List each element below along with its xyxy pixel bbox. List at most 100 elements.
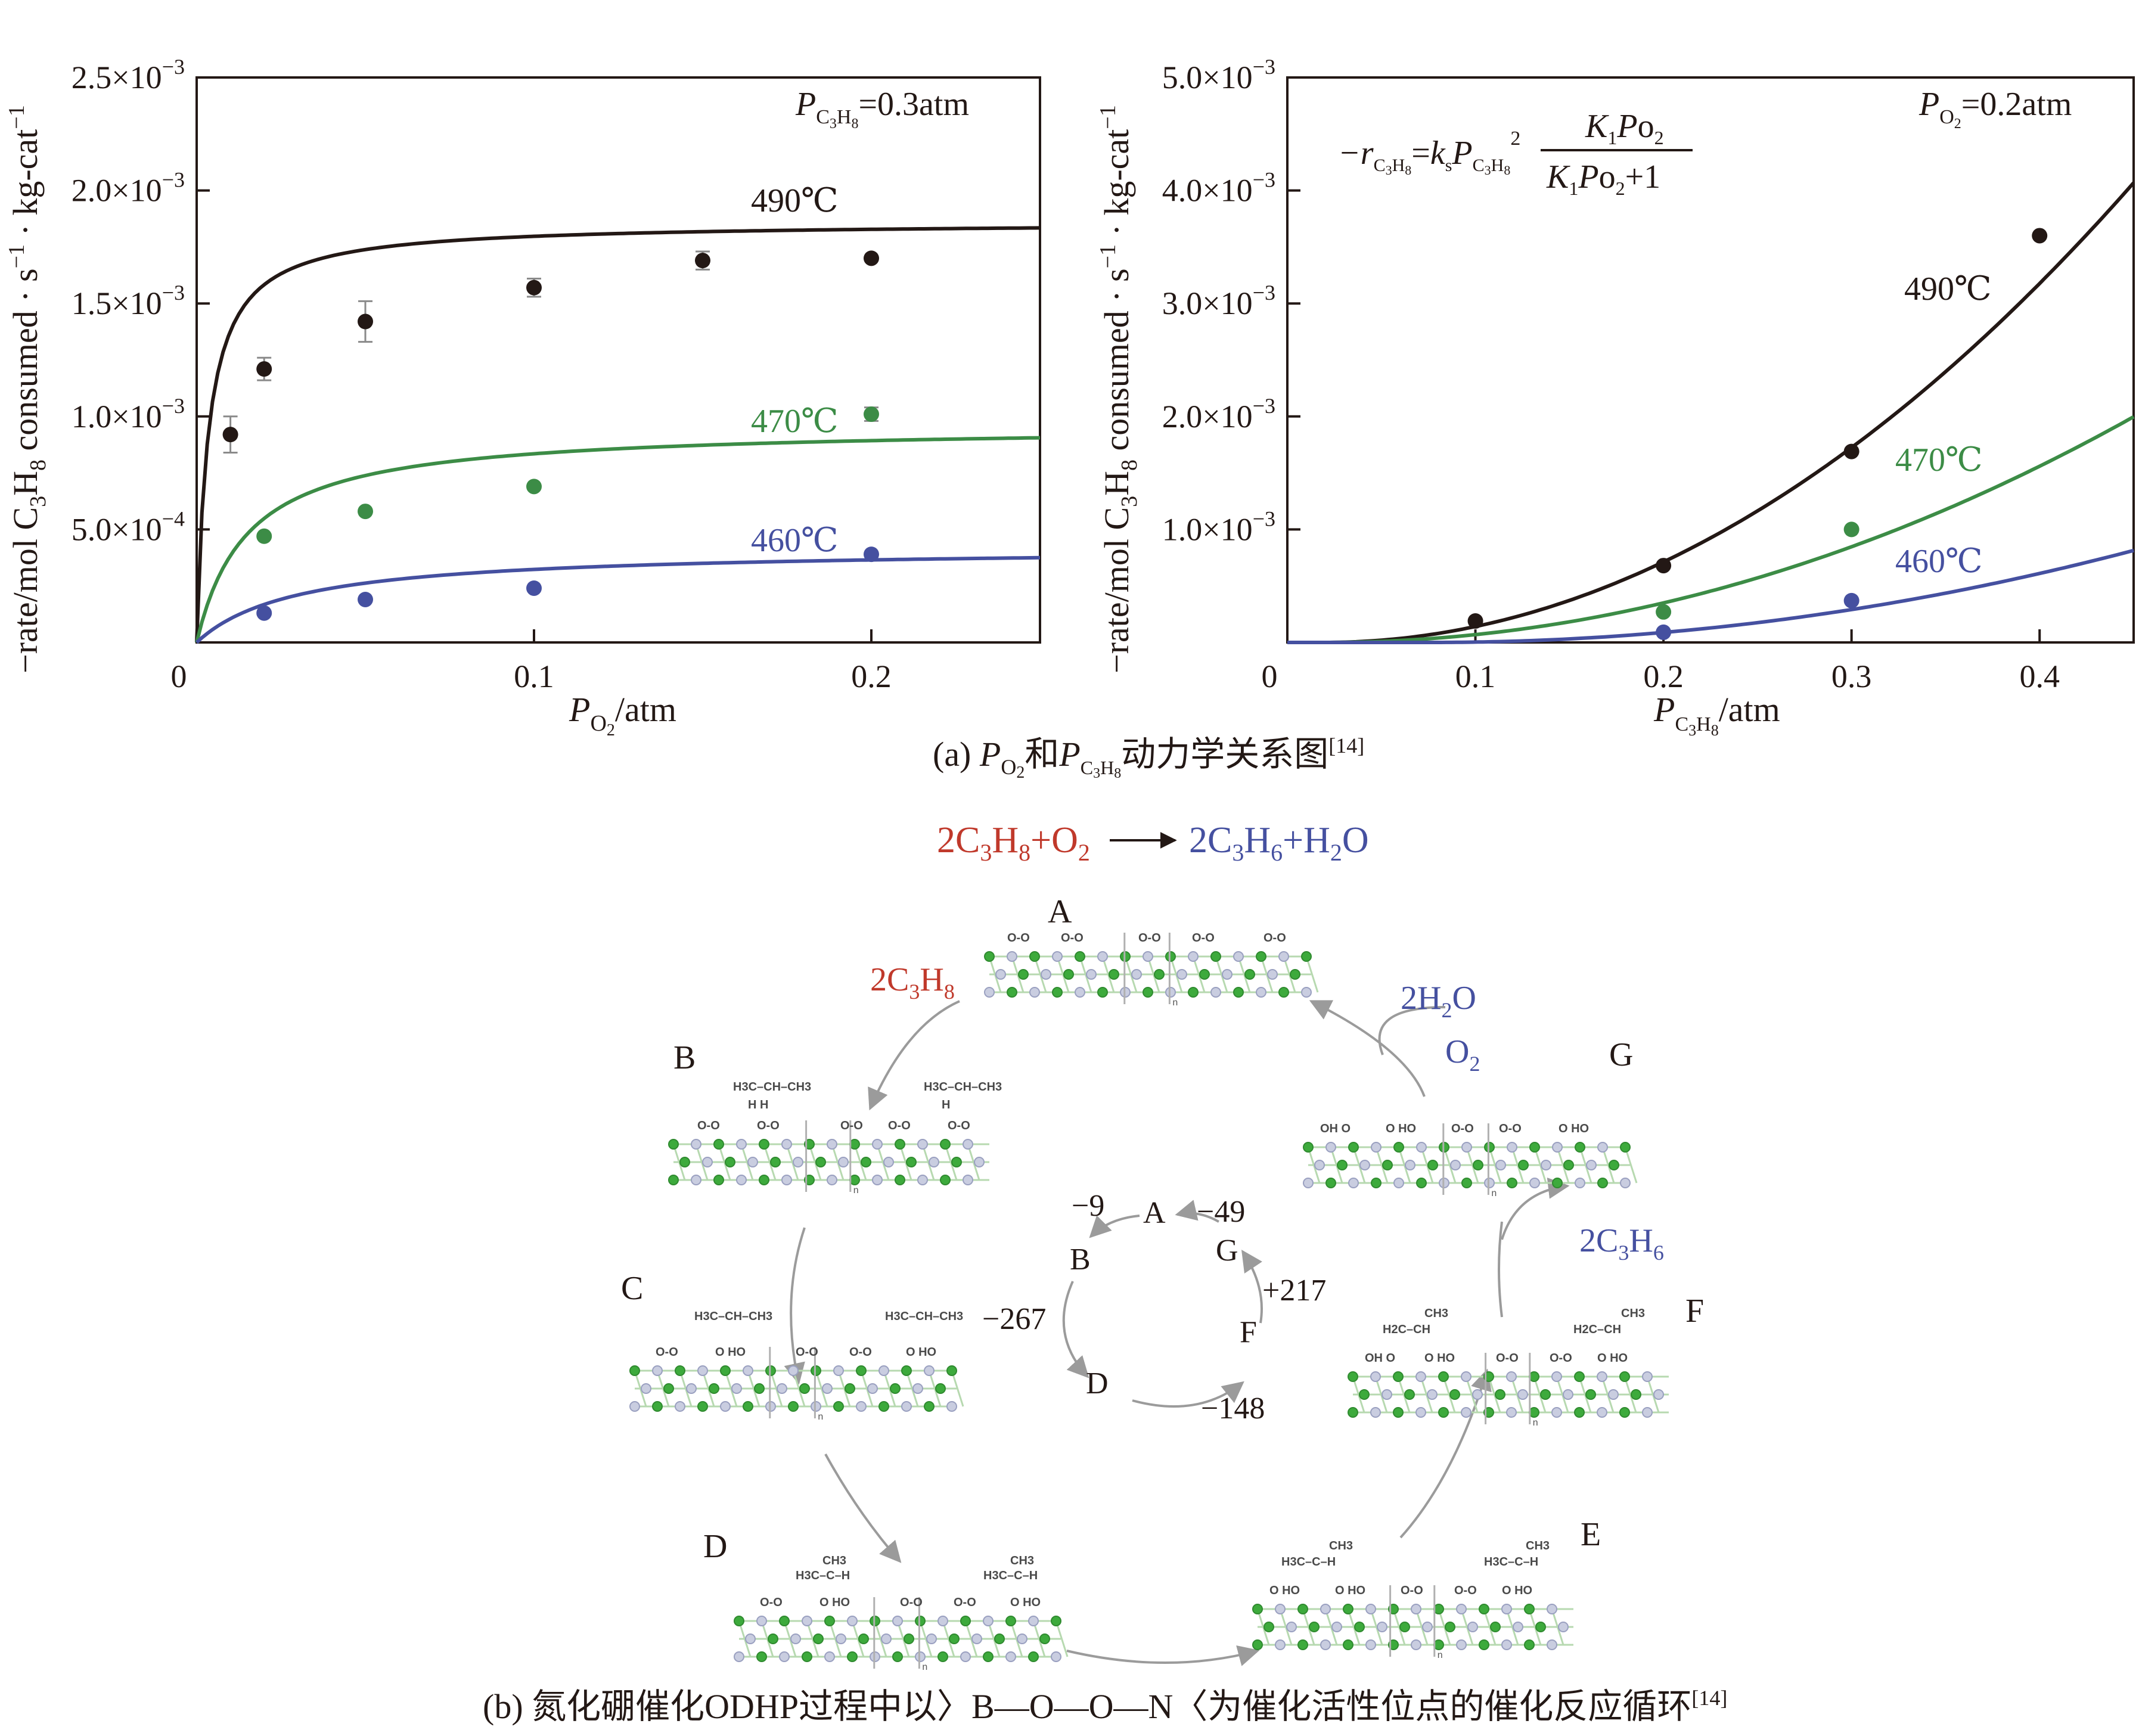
y-tick-label: 3.0×10−3 <box>1162 281 1275 321</box>
cycle-arrows <box>784 1000 1570 1666</box>
inner-energy-4: −148 <box>1201 1392 1265 1426</box>
caption-a: (a) PO2和PC3H8动力学关系图[14] <box>933 734 1364 782</box>
inner-energy-cycle: A B D F G −9 −49 −267 −148 +217 <box>982 1189 1326 1426</box>
stage-label-a: A <box>1048 893 1072 930</box>
svg-text:2C3H8+O2: 2C3H8+O2 <box>937 820 1090 866</box>
data-point <box>1843 592 1859 608</box>
svg-text:O HO: O HO <box>715 1346 746 1359</box>
x-tick-label: 0.2 <box>1643 659 1684 694</box>
data-point <box>1843 443 1859 459</box>
stage-label-c: C <box>621 1270 643 1307</box>
rate-equation: −rC3H8=ksPC3H82 K1Po2 K1Po2+1 <box>1338 108 1693 199</box>
bn-slab: n O-O O HO O-O O-O O HO H3C–CH–CH3 H3C–CH–CH3 <box>629 1310 964 1422</box>
data-point <box>1656 604 1672 620</box>
svg-text:H3C–CH–CH3: H3C–CH–CH3 <box>733 1080 811 1094</box>
bn-slab: n O-O O-O O-O O-O O-O <box>984 931 1319 1008</box>
x-tick-label: 0.3 <box>1831 659 1872 694</box>
svg-text:OH O: OH O <box>1365 1352 1395 1365</box>
water-out-label: 2H2O <box>1401 980 1476 1022</box>
svg-text:O HO: O HO <box>1559 1122 1589 1135</box>
series-label-0: 490℃ <box>751 182 839 219</box>
inner-energy-3: −267 <box>982 1302 1046 1336</box>
svg-text:O-O: O-O <box>1401 1584 1423 1597</box>
svg-text:O HO: O HO <box>1597 1352 1628 1365</box>
svg-text:O-O: O-O <box>697 1119 720 1132</box>
left-data-points <box>222 250 879 621</box>
svg-text:O-O: O-O <box>1007 931 1030 945</box>
bn-slab-structures: n O-O O-O O-O O-O O-O n O-O O-O O-O O-O O-O H3C–CH–C… <box>629 931 1669 1672</box>
x-tick-label: 0.1 <box>514 659 554 694</box>
svg-text:H3C–CH–CH3: H3C–CH–CH3 <box>694 1310 772 1323</box>
data-point <box>2032 228 2048 244</box>
stage-label-g: G <box>1609 1036 1633 1073</box>
cycle-stage-labels: A B C D E F G <box>621 893 1704 1565</box>
svg-text:O-O: O-O <box>888 1119 911 1132</box>
inner-label-d: D <box>1086 1367 1109 1400</box>
inner-label-a: A <box>1143 1196 1166 1230</box>
y-tick-label: 5.0×10−4 <box>72 507 185 547</box>
stage-label-f: F <box>1685 1293 1704 1330</box>
y-tick-label: 2.0×10−3 <box>1162 394 1275 434</box>
svg-text:O-O: O-O <box>900 1596 923 1609</box>
svg-text:O HO: O HO <box>1502 1584 1532 1597</box>
right-data-points <box>1467 228 2048 640</box>
data-point <box>1656 624 1672 640</box>
svg-text:O-O: O-O <box>1138 931 1161 945</box>
svg-text:n: n <box>818 1412 823 1422</box>
reaction-equation: 2C3H8+O2 2C3H6+H2O <box>937 820 1369 866</box>
stage-label-d: D <box>703 1528 727 1565</box>
data-point <box>358 504 373 520</box>
svg-text:O HO: O HO <box>819 1596 850 1609</box>
right-y-tick-labels: 1.0×10−3 2.0×10−3 3.0×10−3 4.0×10−3 5.0×10−3 <box>1162 55 1275 547</box>
left-gridlines <box>197 76 873 642</box>
svg-text:H3C–C–H: H3C–C–H <box>796 1569 850 1582</box>
svg-text:H2C–CH: H2C–CH <box>1383 1323 1430 1336</box>
data-point <box>526 479 542 495</box>
bn-slab: n O HO O HO O-O O-O O HO CH3 H3C–C–H CH3 H3C–C–H <box>1252 1539 1573 1660</box>
svg-text:CH3: CH3 <box>1621 1307 1645 1320</box>
data-point <box>1656 558 1672 574</box>
right-y-axis-label: −rate/mol C3H8 consumed · s−1 · kg-cat−1 <box>1095 105 1142 673</box>
data-point <box>526 580 542 596</box>
svg-text:O-O: O-O <box>757 1119 780 1132</box>
svg-text:n: n <box>922 1662 927 1672</box>
right-plot-frame <box>1286 76 2135 644</box>
fit-curve-2 <box>1287 548 2134 644</box>
svg-text:H H: H H <box>748 1098 768 1111</box>
svg-text:O-O: O-O <box>1496 1352 1519 1365</box>
svg-text:n: n <box>1533 1418 1538 1428</box>
svg-text:CH3: CH3 <box>1526 1539 1550 1552</box>
x-tick-label: 0 <box>1262 659 1278 694</box>
data-point <box>1843 521 1859 538</box>
data-point <box>864 546 879 563</box>
fit-curve-1 <box>1287 415 2135 644</box>
svg-text:−rC3H8=ksPC3H82: −rC3H8=ksPC3H82 <box>1338 128 1520 178</box>
svg-text:OH O: OH O <box>1320 1122 1351 1135</box>
data-point <box>222 427 238 443</box>
svg-text:n: n <box>1438 1650 1443 1660</box>
svg-text:CH3: CH3 <box>1010 1554 1034 1567</box>
left-x-axis-label: PO2/atm <box>569 690 676 740</box>
y-tick-label: 2.5×10−3 <box>72 55 185 95</box>
propane-in-label: 2C3H8 <box>870 961 955 1004</box>
svg-text:O-O: O-O <box>1454 1584 1477 1597</box>
inner-energy-2: −49 <box>1197 1195 1245 1229</box>
right-annotation: PO2=0.2atm <box>1918 86 2072 132</box>
right-fit-curves <box>1287 181 2135 644</box>
left-plot-frame <box>195 76 1041 644</box>
svg-text:O HO: O HO <box>906 1346 936 1359</box>
svg-text:O-O: O-O <box>1550 1352 1572 1365</box>
inner-energy-5: +217 <box>1262 1274 1326 1308</box>
right-x-tick-labels: 0 0.1 0.2 0.3 0.4 <box>1262 659 2060 694</box>
bn-slab: n O-O O-O O-O O-O O-O H3C–CH–CH3 H H H3C–CH–CH3 H <box>668 1080 1002 1195</box>
svg-text:H3C–C–H: H3C–C–H <box>1281 1555 1336 1569</box>
svg-text:H3C–C–H: H3C–C–H <box>1484 1555 1538 1569</box>
svg-text:H3C–CH–CH3: H3C–CH–CH3 <box>924 1080 1002 1094</box>
svg-text:O-O: O-O <box>656 1346 678 1359</box>
x-tick-label: 0.2 <box>851 659 892 694</box>
data-point <box>864 406 879 423</box>
left-fit-curves <box>195 226 1041 644</box>
svg-text:O-O: O-O <box>1263 931 1286 945</box>
svg-text:CH3: CH3 <box>1424 1307 1448 1320</box>
svg-text:H3C–CH–CH3: H3C–CH–CH3 <box>885 1310 963 1323</box>
